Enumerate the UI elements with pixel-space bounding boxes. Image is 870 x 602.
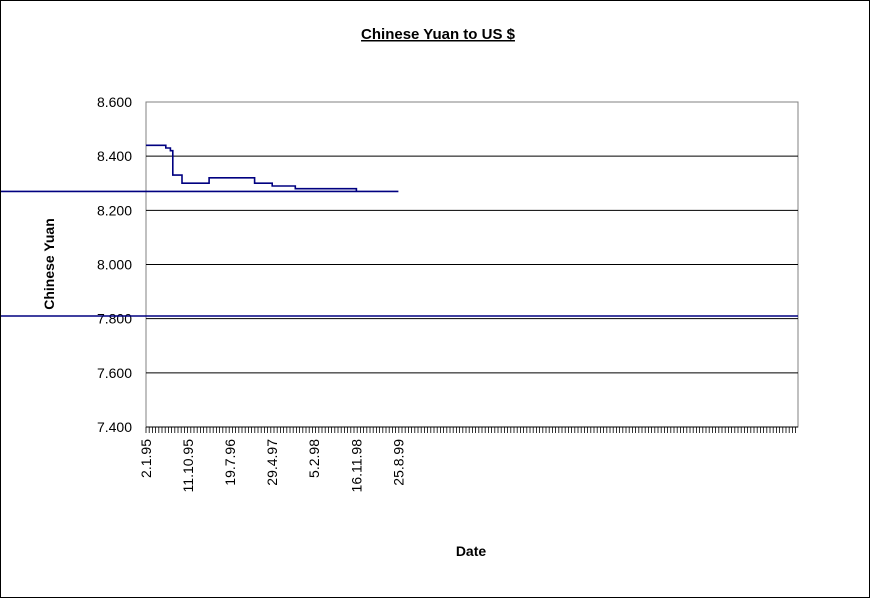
y-tick-label: 8.000: [97, 257, 132, 273]
x-tick-label: 2.1.95: [138, 439, 154, 478]
series-line: [0, 144, 798, 317]
chart-title: Chinese Yuan to US $: [361, 26, 516, 43]
y-tick-label: 8.200: [97, 202, 132, 218]
x-axis: [145, 426, 798, 433]
x-tick-label: 19.7.96: [222, 439, 238, 486]
y-tick-label: 7.600: [97, 365, 132, 381]
x-tick-labels: 2.1.95 11.10.95 19.7.96 29.4.97 5.2.98 16.11.…: [138, 439, 406, 493]
y-tick-label: 8.600: [97, 94, 132, 110]
y-tick-labels: 8.600 8.400 8.200 8.000 7.800 7.600 7.400: [97, 94, 132, 435]
x-axis-title: Date: [456, 543, 487, 559]
x-tick-label: 25.8.99: [390, 439, 406, 486]
y-tick-label: 8.400: [97, 148, 132, 164]
x-tick-marks: [145, 427, 796, 433]
gridlines: [146, 155, 798, 374]
x-tick-label: 5.2.98: [306, 439, 322, 478]
y-tick-label: 7.800: [97, 311, 132, 327]
y-tick-label: 7.400: [97, 419, 132, 435]
y-axis-title: Chinese Yuan: [41, 218, 57, 310]
x-tick-label: 29.4.97: [264, 439, 280, 486]
x-tick-label: 16.11.98: [348, 439, 364, 493]
x-tick-label: 11.10.95: [180, 439, 196, 493]
